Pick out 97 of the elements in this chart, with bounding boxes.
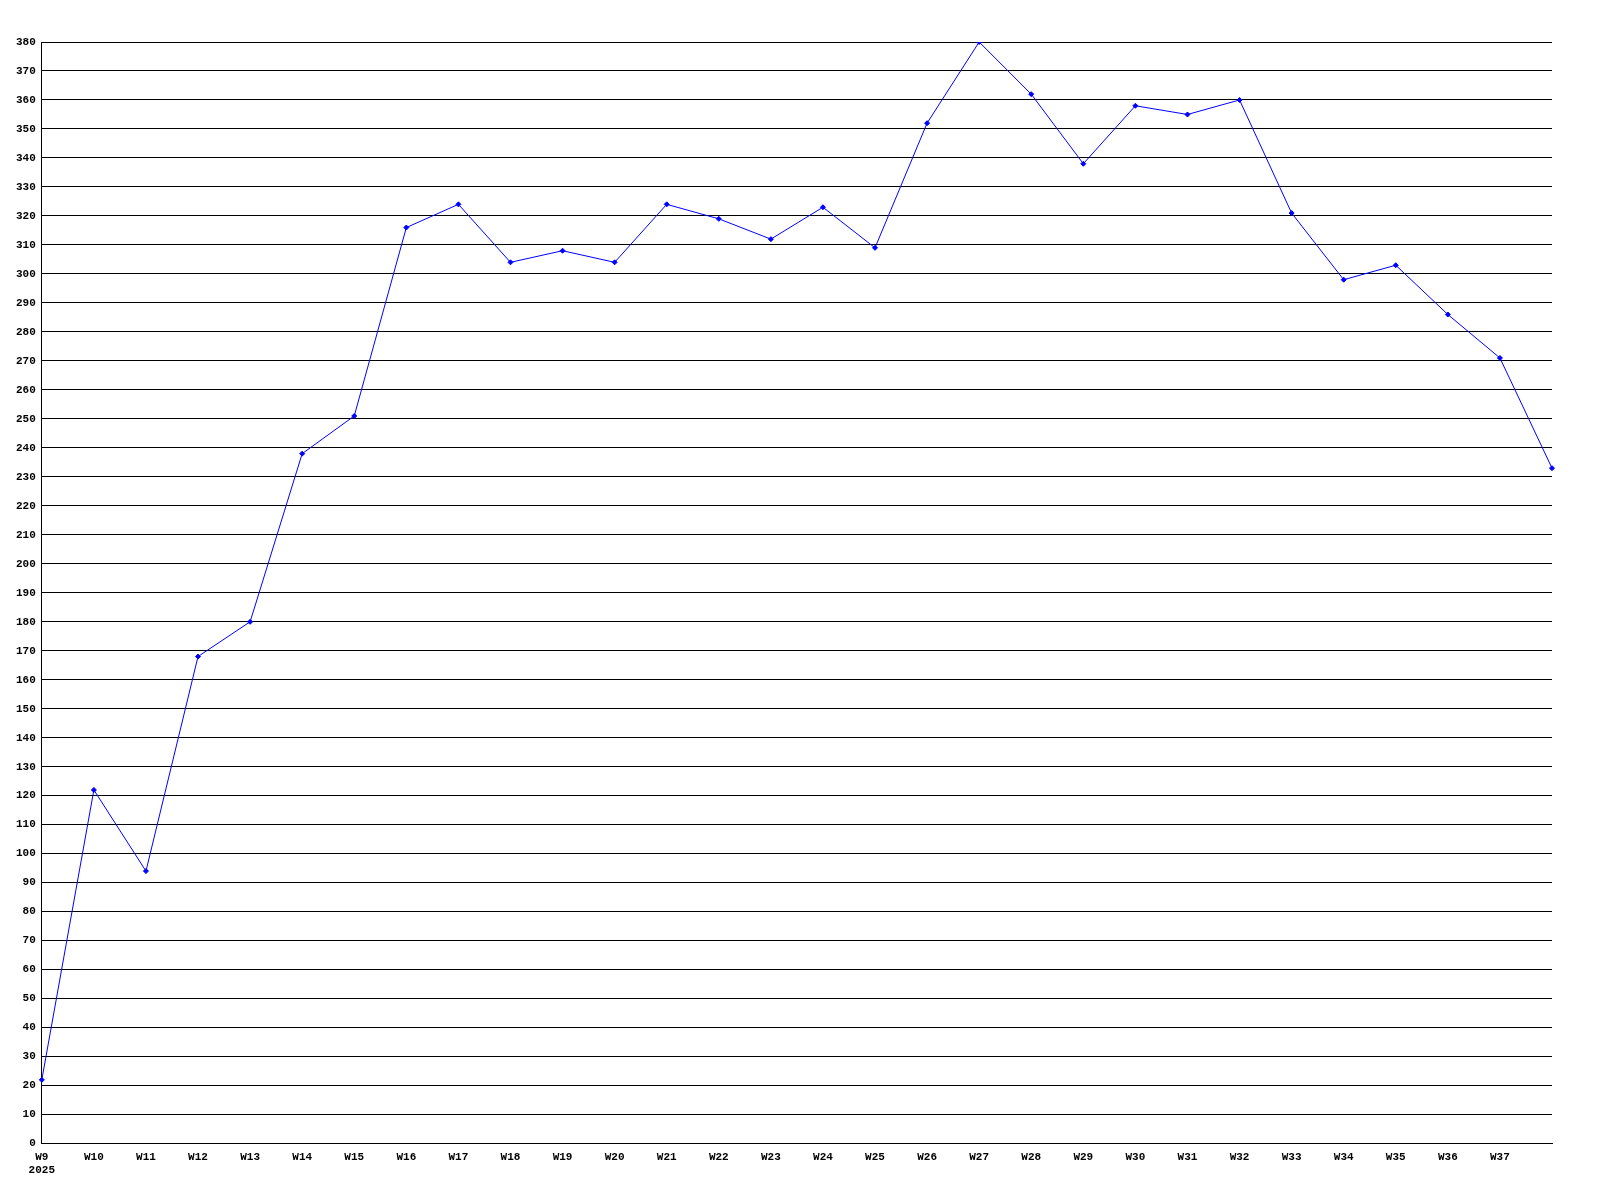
x-tick-label: W35 <box>1385 1150 1407 1163</box>
x-tick-label: W37 <box>1490 1150 1510 1163</box>
y-tick-label: 110 <box>15 818 36 831</box>
point <box>559 247 566 254</box>
y-tick-label: 340 <box>15 151 36 164</box>
x-tick-label: W26 <box>917 1150 937 1163</box>
point <box>507 259 514 266</box>
x-tick-label: W11 <box>136 1150 157 1163</box>
y-tick-label: 150 <box>15 702 36 715</box>
point <box>767 236 774 243</box>
x-tick-label: W29 <box>1073 1150 1094 1163</box>
x-tick-label: W22 <box>708 1150 729 1163</box>
y-tick-label: 0 <box>29 1137 36 1150</box>
y-tick-label: 180 <box>15 615 36 628</box>
x-tick-label: W13 <box>240 1150 261 1163</box>
x-tick-label: W16 <box>396 1150 417 1163</box>
point <box>872 244 879 251</box>
x-tick-label: W31 <box>1177 1150 1198 1163</box>
x-tick-label: W15 <box>344 1150 365 1163</box>
y-tick-label: 250 <box>15 412 36 425</box>
x-tick-label: W25 <box>865 1150 886 1163</box>
x-tick-label: W30 <box>1125 1150 1146 1163</box>
y-tick-label: 380 <box>15 35 36 48</box>
y-tick-label: 320 <box>15 209 36 222</box>
point <box>403 224 410 231</box>
x-tick-label: W34 <box>1333 1150 1354 1163</box>
y-tick-label: 270 <box>15 354 36 367</box>
point <box>1549 465 1555 472</box>
y-tick-label: 220 <box>15 499 36 512</box>
x-tick-label: W18 <box>500 1150 521 1163</box>
y-tick-label: 10 <box>22 1108 36 1121</box>
y-tick-label: 230 <box>15 470 36 483</box>
point <box>819 204 826 211</box>
point <box>1236 96 1243 103</box>
point <box>90 786 97 793</box>
point <box>455 201 462 208</box>
y-tick-label: 300 <box>15 267 36 280</box>
y-tick-label: 50 <box>22 992 36 1005</box>
point <box>611 259 618 266</box>
x-tick-label: W32 <box>1229 1150 1250 1163</box>
y-tick-label: 330 <box>15 180 36 193</box>
y-tick-label: 280 <box>15 325 36 338</box>
y-tick-label: 130 <box>15 760 36 773</box>
x-tick-label: W14 <box>292 1150 313 1163</box>
y-tick-label: 370 <box>15 64 36 77</box>
y-tick-label: 20 <box>22 1079 36 1092</box>
y-tick-label: 60 <box>22 963 36 976</box>
point <box>924 120 931 127</box>
x-tick-label: W23 <box>760 1150 782 1163</box>
y-tick-label: 100 <box>15 847 36 860</box>
point <box>351 412 358 419</box>
x-tick-label: W12 <box>188 1150 208 1163</box>
point <box>715 215 722 222</box>
point <box>142 868 149 875</box>
x-tick-label: W27 <box>969 1150 990 1163</box>
y-tick-label: 290 <box>15 296 36 309</box>
x-tick-label: W28 <box>1021 1150 1042 1163</box>
point <box>1184 111 1191 118</box>
point <box>663 201 670 208</box>
y-tick-label: 260 <box>15 383 36 396</box>
x-tick-label: W33 <box>1281 1150 1302 1163</box>
y-tick-label: 160 <box>15 673 36 686</box>
x-tick-label: W19 <box>552 1150 573 1163</box>
y-tick-label: 70 <box>22 934 36 947</box>
point <box>1288 210 1295 217</box>
y-tick-label: 120 <box>15 789 36 802</box>
point <box>1080 160 1087 167</box>
y-tick-label: 30 <box>22 1050 36 1063</box>
y-tick-label: 350 <box>15 122 36 135</box>
y-tick-label: 190 <box>15 586 36 599</box>
y-tick-label: 40 <box>22 1021 36 1034</box>
point <box>1340 276 1347 283</box>
x-tick-label: W10 <box>83 1150 104 1163</box>
y-tick-label: 200 <box>15 557 36 570</box>
x-tick-label: W17 <box>448 1150 469 1163</box>
y-tick-label: 90 <box>22 876 36 889</box>
x-tick-label: W24 <box>813 1150 834 1163</box>
point <box>195 653 202 660</box>
point <box>1028 91 1035 98</box>
point <box>38 1076 45 1083</box>
y-tick-label: 360 <box>15 93 36 106</box>
y-tick-label: 310 <box>15 238 36 251</box>
y-tick-label: 240 <box>15 441 36 454</box>
point <box>299 450 306 457</box>
point <box>1132 102 1139 109</box>
y-tick-label: 80 <box>22 905 36 918</box>
x-tick-label: W20 <box>604 1150 625 1163</box>
point <box>1392 262 1399 269</box>
point <box>247 618 254 625</box>
point <box>1444 311 1451 318</box>
y-tick-label: 210 <box>15 528 36 541</box>
x-tick-label: W21 <box>656 1150 678 1163</box>
x-tick-label: W9 2025 <box>28 1150 56 1177</box>
point <box>1496 354 1503 361</box>
x-tick-label: W36 <box>1437 1150 1458 1163</box>
y-tick-label: 140 <box>15 731 36 744</box>
y-tick-label: 170 <box>15 644 36 657</box>
